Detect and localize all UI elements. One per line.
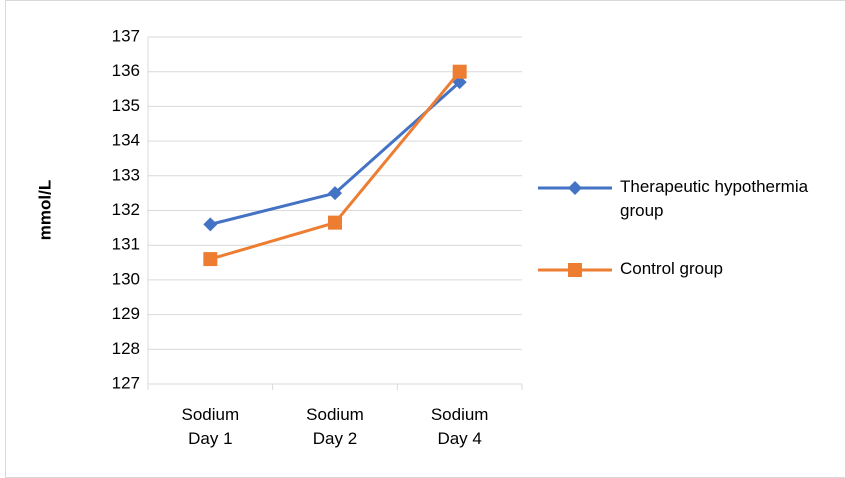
x-tick-label: Sodium Day 1	[181, 405, 240, 448]
marker	[568, 263, 582, 277]
x-tick-label: Sodium Day 4	[430, 405, 489, 448]
marker	[328, 186, 342, 201]
y-tick-label: 129	[112, 304, 140, 323]
y-tick-label: 135	[112, 96, 140, 115]
legend-label: Control group	[620, 259, 724, 278]
y-tick-label: 127	[112, 373, 140, 392]
marker	[203, 217, 218, 232]
legend-label: Therapeutic hypothermia group	[620, 177, 809, 220]
y-tick-label: 130	[112, 269, 140, 288]
y-tick-label: 134	[112, 131, 140, 150]
y-tick-label: 131	[112, 235, 140, 254]
marker	[568, 181, 582, 195]
y-tick-label: 133	[112, 165, 140, 184]
y-tick-label: 132	[112, 200, 140, 219]
x-tick-label: Sodium Day 2	[306, 405, 364, 448]
y-axis-title: mmol/L	[35, 180, 54, 240]
y-tick-label: 136	[112, 61, 140, 80]
marker	[328, 215, 342, 230]
marker	[452, 64, 467, 79]
marker	[203, 252, 218, 267]
y-tick-label: 128	[112, 339, 140, 358]
series-line	[209, 70, 461, 261]
y-tick-label: 137	[112, 26, 140, 45]
series-line	[209, 80, 461, 226]
